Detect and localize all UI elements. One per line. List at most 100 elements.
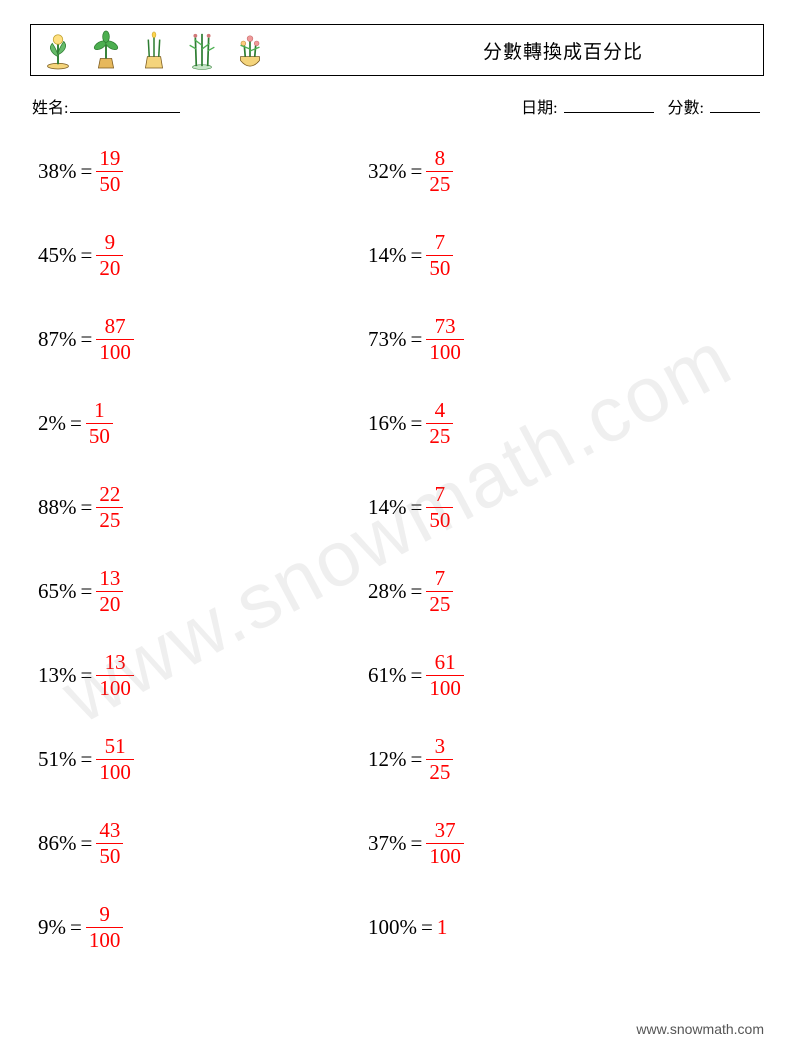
info-line: 姓名: 日期: 分數: — [30, 94, 764, 118]
equals-sign: = — [81, 831, 93, 856]
equals-sign: = — [81, 663, 93, 688]
fraction-answer: 750 — [426, 231, 453, 278]
percent-value: 37% — [368, 831, 407, 856]
problem-row: 2% = 150 — [38, 396, 368, 450]
percent-value: 51% — [38, 747, 77, 772]
fraction-denominator: 25 — [426, 171, 453, 195]
fraction-answer: 73100 — [426, 315, 464, 362]
equals-sign: = — [411, 159, 423, 184]
fraction-denominator: 25 — [426, 423, 453, 447]
problem-row: 45% = 920 — [38, 228, 368, 282]
problem-row: 65% = 1320 — [38, 564, 368, 618]
percent-value: 2% — [38, 411, 66, 436]
fraction-answer: 4350 — [96, 819, 123, 866]
score-blank[interactable] — [710, 97, 760, 113]
percent-value: 100% — [368, 915, 417, 940]
fraction-numerator: 4 — [432, 399, 449, 422]
fraction-answer: 1950 — [96, 147, 123, 194]
percent-value: 88% — [38, 495, 77, 520]
name-blank[interactable] — [70, 97, 180, 113]
fraction-answer: 13100 — [96, 651, 134, 698]
fraction-answer: 920 — [96, 231, 123, 278]
equals-sign: = — [411, 243, 423, 268]
equals-sign: = — [411, 411, 423, 436]
fraction-numerator: 7 — [432, 567, 449, 590]
percent-value: 73% — [368, 327, 407, 352]
fraction-numerator: 13 — [102, 651, 129, 674]
problem-row: 32% = 825 — [368, 144, 698, 198]
percent-value: 13% — [38, 663, 77, 688]
problems-column: 38% = 195045% = 92087% = 871002% = 15088… — [38, 144, 368, 954]
percent-value: 86% — [38, 831, 77, 856]
fraction-answer: 825 — [426, 147, 453, 194]
plant-icon — [87, 30, 125, 70]
problem-row: 37% = 37100 — [368, 816, 698, 870]
date-blank[interactable] — [564, 97, 654, 113]
equals-sign: = — [411, 579, 423, 604]
fraction-denominator: 100 — [426, 339, 464, 363]
fraction-denominator: 100 — [96, 675, 134, 699]
fraction-denominator: 50 — [426, 507, 453, 531]
problem-row: 38% = 1950 — [38, 144, 368, 198]
name-label: 姓名: — [32, 94, 68, 118]
percent-value: 87% — [38, 327, 77, 352]
fraction-denominator: 25 — [426, 759, 453, 783]
percent-value: 45% — [38, 243, 77, 268]
fraction-answer: 37100 — [426, 819, 464, 866]
percent-value: 12% — [368, 747, 407, 772]
equals-sign: = — [411, 747, 423, 772]
fraction-answer: 725 — [426, 567, 453, 614]
fraction-answer: 9100 — [86, 903, 124, 950]
fraction-denominator: 25 — [96, 507, 123, 531]
problem-row: 13% = 13100 — [38, 648, 368, 702]
problem-row: 14% = 750 — [368, 480, 698, 534]
date-label: 日期: — [521, 100, 557, 117]
equals-sign: = — [70, 915, 82, 940]
problem-row: 73% = 73100 — [368, 312, 698, 366]
plant-icon — [39, 30, 77, 70]
percent-value: 9% — [38, 915, 66, 940]
fraction-answer: 2225 — [96, 483, 123, 530]
fraction-denominator: 50 — [96, 843, 123, 867]
problem-row: 9% = 9100 — [38, 900, 368, 954]
problem-row: 16% = 425 — [368, 396, 698, 450]
fraction-denominator: 100 — [426, 843, 464, 867]
fraction-answer: 325 — [426, 735, 453, 782]
equals-sign: = — [421, 915, 433, 940]
fraction-answer: 1320 — [96, 567, 123, 614]
fraction-answer: 150 — [86, 399, 113, 446]
header-box: 分數轉換成百分比 — [30, 24, 764, 76]
fraction-numerator: 22 — [96, 483, 123, 506]
problem-row: 87% = 87100 — [38, 312, 368, 366]
equals-sign: = — [411, 831, 423, 856]
fraction-denominator: 20 — [96, 255, 123, 279]
fraction-numerator: 51 — [102, 735, 129, 758]
problem-row: 51% = 51100 — [38, 732, 368, 786]
score-label: 分數: — [668, 100, 704, 117]
percent-value: 65% — [38, 579, 77, 604]
fraction-numerator: 73 — [432, 315, 459, 338]
equals-sign: = — [81, 159, 93, 184]
fraction-numerator: 9 — [96, 903, 113, 926]
percent-value: 38% — [38, 159, 77, 184]
equals-sign: = — [81, 579, 93, 604]
fraction-answer: 61100 — [426, 651, 464, 698]
problem-row: 100% = 1 — [368, 900, 698, 954]
fraction-numerator: 37 — [432, 819, 459, 842]
equals-sign: = — [81, 327, 93, 352]
problem-row: 86% = 4350 — [38, 816, 368, 870]
fraction-denominator: 100 — [86, 927, 124, 951]
fraction-numerator: 87 — [102, 315, 129, 338]
plant-icon — [183, 30, 221, 70]
fraction-numerator: 9 — [102, 231, 119, 254]
percent-value: 16% — [368, 411, 407, 436]
fraction-answer: 425 — [426, 399, 453, 446]
fraction-numerator: 7 — [432, 483, 449, 506]
fraction-numerator: 7 — [432, 231, 449, 254]
fraction-numerator: 1 — [91, 399, 108, 422]
fraction-denominator: 25 — [426, 591, 453, 615]
plant-icon — [135, 30, 173, 70]
percent-value: 28% — [368, 579, 407, 604]
fraction-denominator: 50 — [96, 171, 123, 195]
equals-sign: = — [81, 243, 93, 268]
